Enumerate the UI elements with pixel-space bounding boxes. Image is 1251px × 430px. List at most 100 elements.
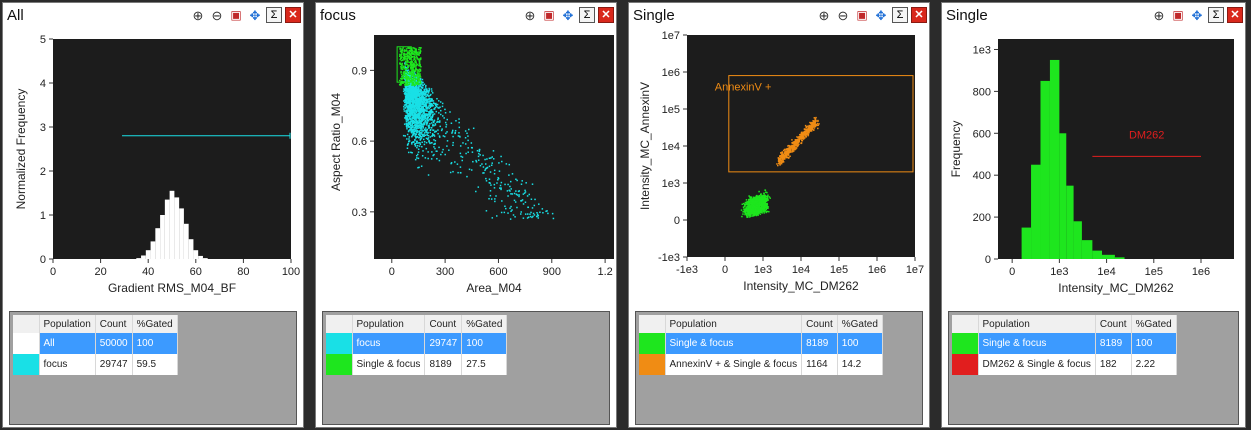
data-point <box>419 143 422 146</box>
statistics-icon[interactable]: Σ <box>892 7 908 23</box>
data-point <box>413 62 415 65</box>
data-point <box>779 157 781 160</box>
pan-icon[interactable]: ✥ <box>1191 7 1203 23</box>
data-point <box>428 140 430 143</box>
zoom-out-icon[interactable]: ⊖ <box>211 7 223 23</box>
gallery-icon[interactable]: ▣ <box>230 8 242 22</box>
population-color-swatch[interactable] <box>952 333 979 354</box>
data-point <box>417 116 419 119</box>
zoom-in-icon[interactable]: ⊕ <box>192 7 204 23</box>
data-point <box>436 97 438 100</box>
data-point <box>765 208 768 211</box>
data-point <box>793 145 796 148</box>
data-point <box>758 190 760 193</box>
close-icon[interactable]: ✕ <box>598 7 614 23</box>
population-color-swatch[interactable] <box>326 333 353 354</box>
scatter-points-annexin <box>776 116 820 167</box>
zoom-in-icon[interactable]: ⊕ <box>1153 7 1165 23</box>
data-point <box>432 121 435 124</box>
close-icon[interactable]: ✕ <box>1227 7 1243 23</box>
data-point <box>766 199 768 202</box>
table-row[interactable]: Single & focus 8189 100 <box>639 333 883 354</box>
population-color-swatch[interactable] <box>13 333 40 354</box>
count-header[interactable]: Count <box>424 315 463 333</box>
data-point <box>420 129 423 131</box>
data-point <box>804 130 806 133</box>
pan-icon[interactable]: ✥ <box>562 7 574 23</box>
data-point <box>416 76 419 78</box>
gated-header[interactable]: %Gated <box>132 315 178 333</box>
pan-icon[interactable]: ✥ <box>875 7 887 23</box>
table-row[interactable]: All 50000 100 <box>13 333 178 354</box>
data-point <box>522 193 525 195</box>
table-row[interactable]: Single & focus 8189 100 <box>952 333 1177 354</box>
data-point <box>759 209 761 211</box>
gated-header[interactable]: %Gated <box>837 315 883 333</box>
population-color-swatch[interactable] <box>326 354 353 375</box>
statistics-icon[interactable]: Σ <box>266 7 282 23</box>
gallery-icon[interactable]: ▣ <box>1172 8 1184 22</box>
data-point <box>417 69 420 72</box>
data-point <box>405 90 408 93</box>
data-point <box>440 109 442 112</box>
statistics-icon[interactable]: Σ <box>579 7 595 23</box>
population-header[interactable]: Population <box>39 315 96 333</box>
data-point <box>405 87 408 90</box>
data-point <box>417 115 420 118</box>
data-point <box>415 135 417 138</box>
population-color-swatch[interactable] <box>952 354 979 375</box>
data-point <box>765 211 767 214</box>
count-header[interactable]: Count <box>801 315 838 333</box>
data-point <box>793 148 796 151</box>
data-point <box>411 125 414 128</box>
table-row[interactable]: AnnexinV + & Single & focus 1164 14.2 <box>639 354 883 375</box>
population-header[interactable]: Population <box>352 315 426 333</box>
gated-header[interactable]: %Gated <box>461 315 508 333</box>
scatter-plot[interactable]: AnnexinV +-1e3 0 1e3 1e4 1e5 1e6 1e7-1e301e31e… <box>629 27 929 307</box>
data-point <box>497 177 500 180</box>
zoom-out-icon[interactable]: ⊖ <box>837 7 849 23</box>
zoom-in-icon[interactable]: ⊕ <box>524 7 536 23</box>
table-row[interactable]: Single & focus 8189 27.5 <box>326 354 508 375</box>
population-color-swatch[interactable] <box>13 354 40 375</box>
data-point <box>424 117 427 120</box>
population-color-swatch[interactable] <box>639 354 666 375</box>
close-icon[interactable]: ✕ <box>285 7 301 23</box>
data-point <box>518 194 520 196</box>
data-point <box>409 73 411 75</box>
data-point <box>412 130 414 132</box>
population-header[interactable]: Population <box>665 315 803 333</box>
gated-header[interactable]: %Gated <box>1131 315 1177 333</box>
data-point <box>415 93 417 95</box>
population-table-panel: Population Count %Gated focus 29747 100 Single… <box>322 311 610 425</box>
table-row[interactable]: focus 29747 59.5 <box>13 354 178 375</box>
data-point <box>411 89 413 91</box>
count-header[interactable]: Count <box>95 315 133 333</box>
data-point <box>419 92 422 95</box>
data-point <box>436 103 439 106</box>
data-point <box>484 168 487 170</box>
count-header[interactable]: Count <box>1095 315 1132 333</box>
zoom-in-icon[interactable]: ⊕ <box>818 7 830 23</box>
data-point <box>788 149 791 152</box>
data-point <box>411 112 414 115</box>
gallery-icon[interactable]: ▣ <box>856 8 868 22</box>
data-point <box>431 92 434 94</box>
gallery-icon[interactable]: ▣ <box>543 8 555 22</box>
statistics-icon[interactable]: Σ <box>1208 7 1224 23</box>
pan-icon[interactable]: ✥ <box>249 7 261 23</box>
data-point <box>433 119 436 122</box>
population-header[interactable]: Population <box>978 315 1096 333</box>
data-point <box>755 197 758 199</box>
data-point <box>403 53 406 56</box>
population-color-swatch[interactable] <box>639 333 666 354</box>
data-point <box>485 180 488 182</box>
table-row[interactable]: focus 29747 100 <box>326 333 508 354</box>
table-row[interactable]: DM262 & Single & focus 182 2.22 <box>952 354 1177 375</box>
data-point <box>424 134 427 136</box>
close-icon[interactable]: ✕ <box>911 7 927 23</box>
data-point <box>807 125 809 127</box>
